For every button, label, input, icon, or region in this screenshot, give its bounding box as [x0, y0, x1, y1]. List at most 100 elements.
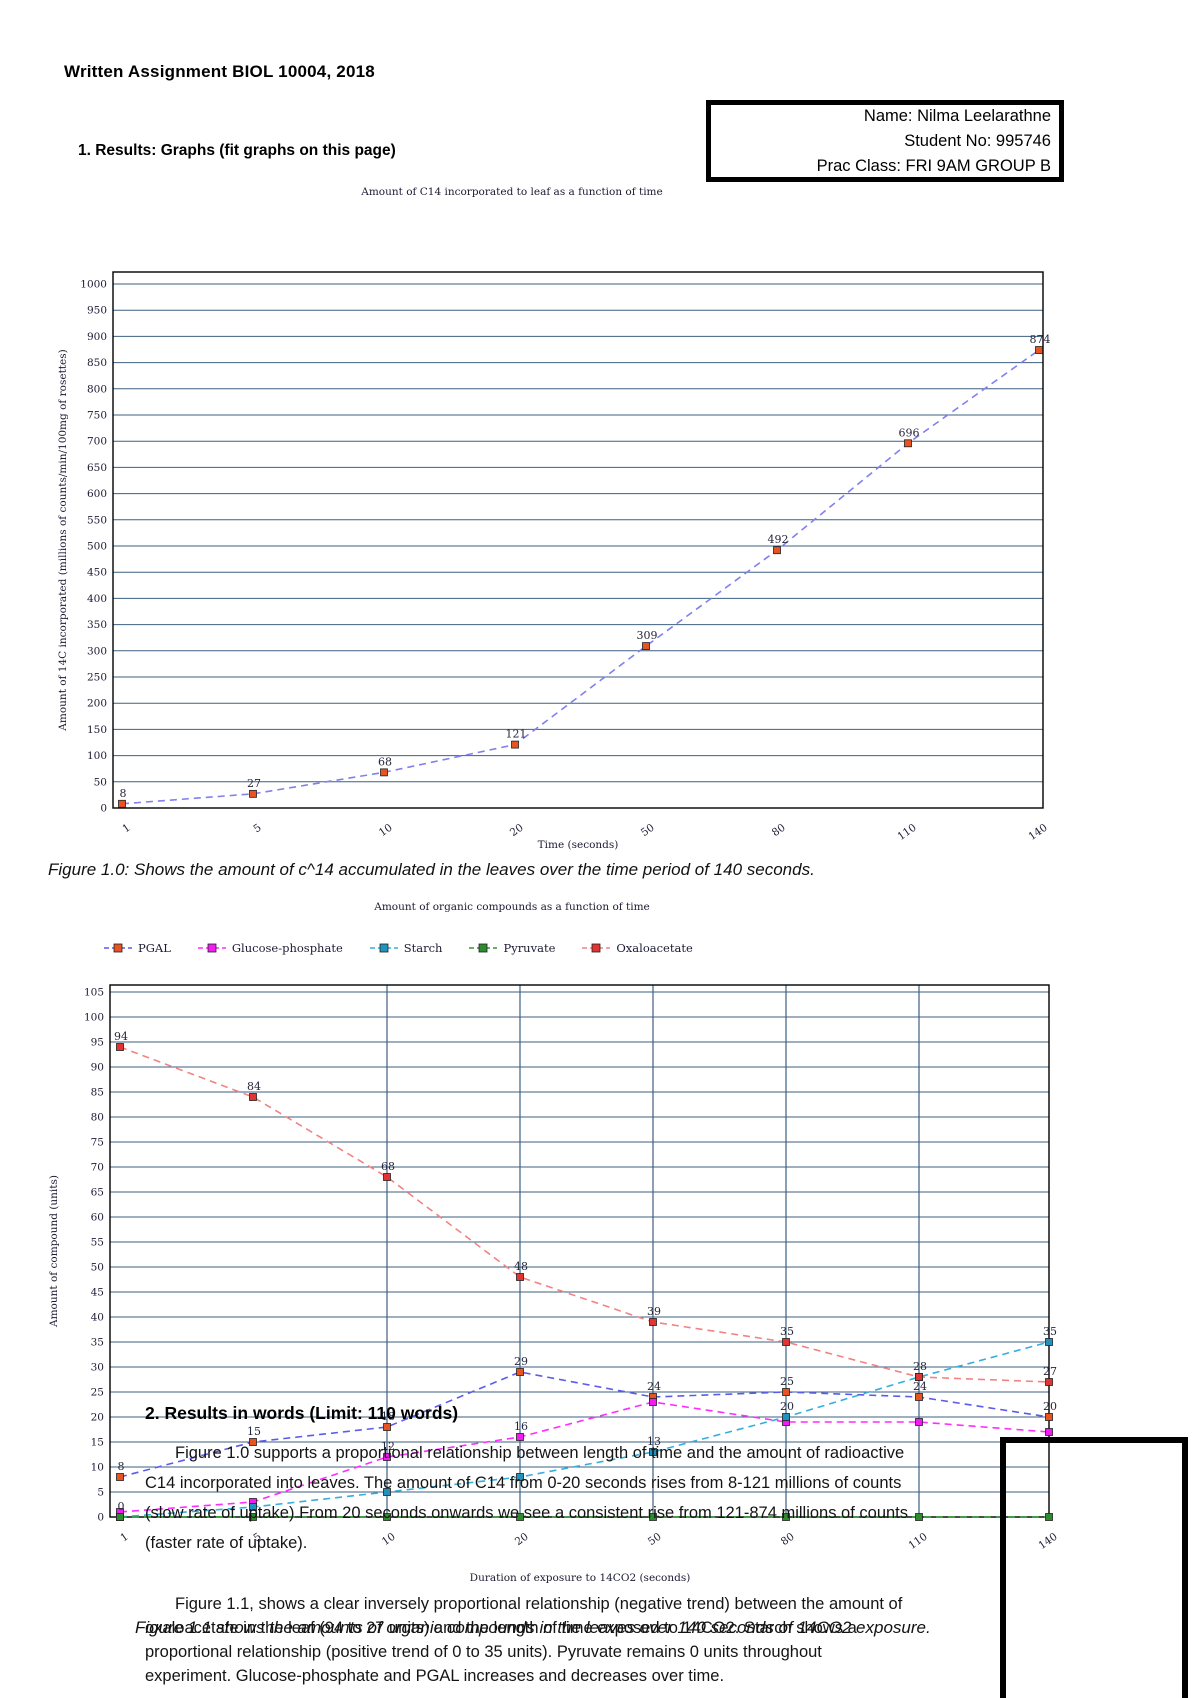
- x-tick-label: 50: [646, 1531, 664, 1549]
- legend-square: [591, 943, 601, 953]
- data-point: [383, 1488, 391, 1496]
- data-point: [516, 1368, 524, 1376]
- data-point: [1045, 1338, 1053, 1346]
- paragraph2-line: proportional relationship (positive tren…: [145, 1643, 822, 1661]
- y-tick-label: 65: [91, 1187, 104, 1199]
- paragraph2-line: experiment. Glucose-phosphate and PGAL i…: [145, 1667, 725, 1685]
- data-point-label: 15: [247, 1425, 261, 1438]
- chart1-title: Amount of C14 incorporated to leaf as a …: [361, 186, 663, 198]
- y-tick-label: 0: [97, 1512, 104, 1524]
- data-point-label: 18: [381, 1410, 395, 1423]
- data-point: [915, 1393, 923, 1401]
- y-tick-label: 55: [91, 1237, 104, 1249]
- data-point-label: 309: [637, 629, 658, 642]
- data-point: [915, 1418, 923, 1426]
- y-tick-label: 1000: [80, 279, 107, 291]
- data-point-label: 121: [506, 728, 527, 741]
- y-tick-label: 45: [91, 1287, 104, 1299]
- y-tick-label: 350: [87, 619, 107, 631]
- data-point: [116, 1473, 124, 1481]
- y-tick-label: 650: [87, 462, 107, 474]
- data-point: [116, 1513, 124, 1521]
- y-tick-label: 75: [91, 1137, 104, 1149]
- legend-marker-icon: [469, 943, 498, 953]
- x-tick-label: 110: [906, 1531, 929, 1552]
- y-tick-label: 95: [91, 1037, 104, 1049]
- legend-item: Glucose-phosphate: [197, 941, 343, 955]
- data-point-label: 29: [514, 1355, 528, 1368]
- data-point-label: 84: [247, 1080, 261, 1093]
- y-tick-label: 70: [91, 1162, 104, 1174]
- y-tick-label: 60: [91, 1212, 104, 1224]
- data-point: [1035, 346, 1043, 354]
- data-point: [649, 1398, 657, 1406]
- y-tick-label: 400: [87, 593, 107, 605]
- y-tick-label: 85: [91, 1087, 104, 1099]
- y-tick-label: 700: [87, 436, 107, 448]
- legend-label: Pyruvate: [503, 941, 556, 955]
- data-point: [642, 642, 650, 650]
- data-point: [383, 1513, 391, 1521]
- y-tick-label: 550: [87, 514, 107, 526]
- series-line: [119, 1046, 1050, 1383]
- data-point-label: 28: [913, 1360, 927, 1373]
- y-tick-label: 80: [91, 1112, 104, 1124]
- y-tick-label: 850: [87, 357, 107, 369]
- y-tick-label: 450: [87, 567, 107, 579]
- paragraph1-line: Figure 1.0 supports a proportional relat…: [175, 1444, 905, 1462]
- data-point-label: 696: [899, 426, 920, 439]
- data-point-label: 24: [913, 1380, 927, 1393]
- y-tick-label: 90: [91, 1062, 104, 1074]
- data-point: [1045, 1513, 1053, 1521]
- y-tick-label: 20: [91, 1412, 104, 1424]
- y-tick-label: 25: [91, 1387, 104, 1399]
- y-tick-label: 100: [87, 750, 107, 762]
- data-point-label: 68: [378, 755, 392, 768]
- data-point-label: 8: [118, 1460, 125, 1473]
- data-point-label: 39: [647, 1305, 661, 1318]
- data-point: [249, 1093, 257, 1101]
- data-point-label: 13: [647, 1435, 661, 1448]
- data-point: [249, 1503, 257, 1511]
- legend-label: Oxaloacetate: [616, 941, 693, 955]
- data-point: [383, 1173, 391, 1181]
- legend-label: Starch: [403, 941, 443, 955]
- data-point: [249, 1513, 257, 1521]
- student-number: Student No: 995746: [904, 131, 1051, 150]
- y-tick-label: 150: [87, 724, 107, 736]
- legend-marker-icon: [369, 943, 398, 953]
- legend-marker-icon: [582, 943, 611, 953]
- legend-item: Pyruvate: [469, 941, 555, 955]
- data-point: [511, 740, 519, 749]
- y-tick-label: 950: [87, 305, 107, 317]
- y-tick-label: 0: [100, 803, 107, 815]
- data-point-label: 20: [1043, 1400, 1057, 1413]
- data-point-label: 12: [381, 1440, 395, 1453]
- data-point: [782, 1513, 790, 1521]
- legend-square: [379, 943, 389, 953]
- figure2-caption: Figure 1.1 shows the amounts of organic …: [135, 1618, 931, 1637]
- data-point-label: 35: [780, 1325, 794, 1338]
- data-point-label: 35: [1043, 1325, 1057, 1338]
- paragraph1-line: (faster rate of uptake).: [145, 1534, 308, 1552]
- y-tick-label: 800: [87, 383, 107, 395]
- series-line: [119, 1341, 1050, 1518]
- data-point: [649, 1513, 657, 1521]
- data-point: [773, 546, 781, 555]
- x-tick-label: 10: [380, 1531, 398, 1549]
- y-tick-label: 750: [87, 410, 107, 422]
- data-point-label: 68: [381, 1160, 395, 1173]
- series-line: [121, 349, 1040, 805]
- y-tick-label: 15: [91, 1437, 104, 1449]
- series-line: [119, 1371, 1050, 1478]
- y-tick-label: 50: [94, 776, 107, 788]
- data-point-label: 25: [780, 1375, 794, 1388]
- x-tick-label: 20: [513, 1531, 531, 1549]
- data-point: [118, 799, 126, 808]
- y-axis-title: Amount of 14C incorporated (millions of …: [57, 349, 69, 731]
- legend-label: PGAL: [138, 941, 171, 955]
- data-point: [516, 1473, 524, 1481]
- figure1-caption: Figure 1.0: Shows the amount of c^14 acc…: [48, 860, 815, 879]
